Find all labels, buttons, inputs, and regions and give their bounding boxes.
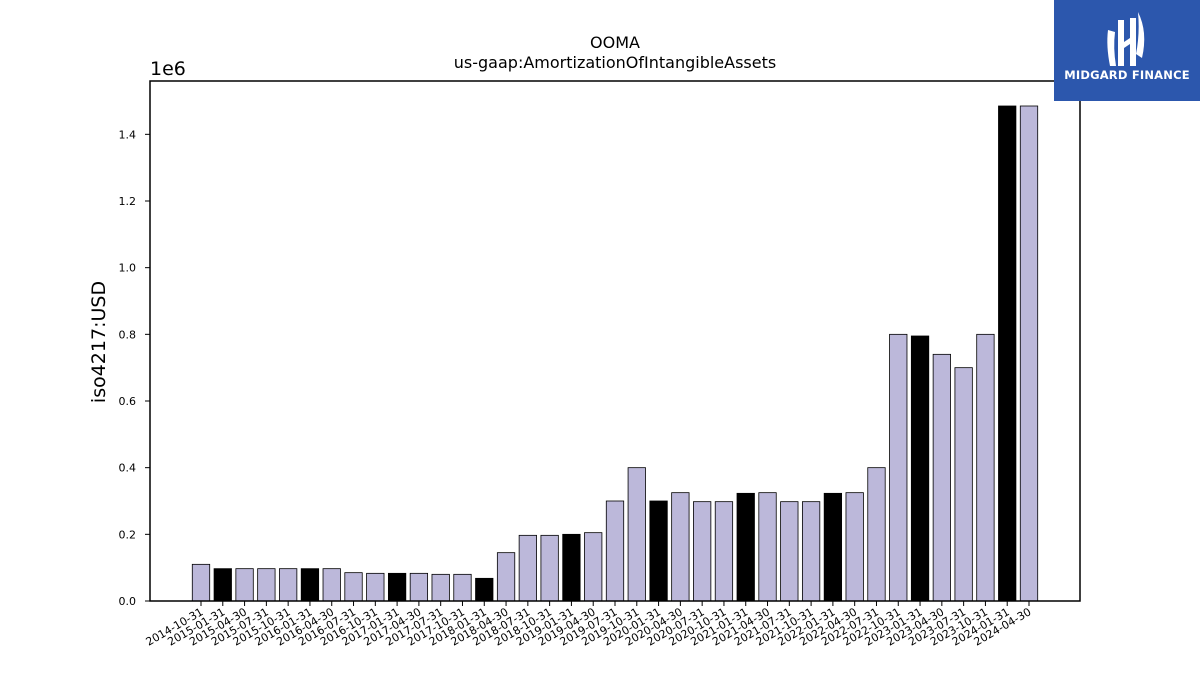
bar-2020-01-31 [649, 500, 668, 602]
bar-2018-04-30 [496, 552, 516, 602]
bar-2022-10-31 [889, 333, 908, 602]
y-tick-label: 0.4 [119, 462, 137, 475]
y-tick-label: 1.2 [119, 195, 137, 208]
y-tick-label: 0.0 [119, 595, 137, 608]
bar-2021-07-31 [780, 501, 799, 602]
bar-2018-10-31 [540, 534, 559, 602]
bar-2015-10-31 [279, 568, 298, 602]
y-tick-label: 0.8 [119, 328, 137, 341]
bar-2017-04-30 [409, 572, 429, 602]
bars-group [191, 105, 1039, 602]
y-tick-label: 0.6 [119, 395, 137, 408]
bar-2024-01-31 [998, 105, 1017, 602]
bar-2023-10-31 [976, 333, 995, 602]
bar-2020-07-31 [693, 501, 712, 602]
bar-2019-07-31 [605, 500, 625, 602]
bar-2014-10-31 [191, 563, 211, 602]
chart-subtitle: us-gaap:AmortizationOfIntangibleAssets [454, 53, 776, 72]
bar-2021-01-31 [736, 492, 755, 602]
bar-2023-07-31 [954, 367, 973, 602]
bar-2017-10-31 [453, 573, 472, 602]
brand-logo: MIDGARD FINANCE [1054, 0, 1200, 101]
bar-2020-10-31 [714, 501, 734, 602]
bar-2021-04-30 [758, 492, 777, 602]
bar-2017-01-31 [387, 572, 407, 602]
x-axis-ticks: 2014-10-312015-01-312015-04-302015-07-31… [144, 601, 1034, 649]
bar-2015-04-30 [235, 568, 254, 602]
bar-2019-10-31 [627, 467, 646, 602]
bar-2022-01-31 [823, 492, 843, 602]
y-axis-multiplier: 1e6 [150, 58, 186, 80]
bar-2016-04-30 [322, 568, 341, 602]
bar-2016-10-31 [366, 572, 385, 602]
y-axis-ticks: 0.0 0.2 0.4 0.6 0.8 1.0 1.2 1.4 [119, 128, 150, 608]
bar-2021-10-31 [801, 501, 821, 602]
midgard-logo-icon [1107, 12, 1145, 66]
bar-2015-07-31 [257, 568, 276, 602]
bar-2022-04-30 [845, 492, 864, 602]
bar-2018-07-31 [518, 534, 537, 602]
bar-2022-07-31 [867, 467, 886, 602]
y-tick-label: 1.0 [119, 262, 137, 275]
bar-2023-04-30 [932, 353, 951, 602]
bar-2020-04-30 [671, 492, 690, 602]
y-tick-label: 0.2 [119, 528, 137, 541]
bar-2015-01-31 [213, 568, 232, 602]
bar-2018-01-31 [475, 577, 494, 602]
bar-2019-01-31 [562, 533, 581, 602]
chart-title: OOMA [590, 33, 640, 52]
bar-2016-07-31 [344, 572, 363, 602]
y-tick-label: 1.4 [119, 128, 137, 141]
brand-name: MIDGARD FINANCE [1064, 68, 1190, 82]
bar-2023-01-31 [910, 335, 930, 602]
bar-2017-07-31 [431, 573, 450, 602]
plot-frame [149, 80, 1081, 602]
bar-2019-04-30 [584, 532, 603, 602]
bar-2016-01-31 [300, 568, 320, 602]
bar-2024-04-30 [1019, 105, 1039, 602]
y-axis-label: iso4217:USD [88, 281, 110, 403]
